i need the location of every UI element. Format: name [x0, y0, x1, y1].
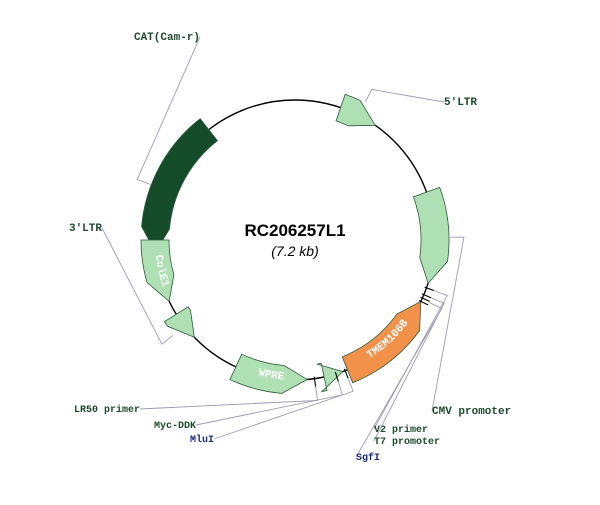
- feature-cat: [142, 119, 218, 253]
- callout-label: CMV promoter: [432, 406, 511, 418]
- plasmid-map: TMEM106BWPREColE1CAT(Cam-r)5'LTR3'LTRLR5…: [0, 0, 600, 505]
- callout-label: T7 promoter: [374, 437, 440, 448]
- callout-label: LR50 primer: [74, 404, 140, 416]
- plasmid-svg: TMEM106BWPREColE1CAT(Cam-r)5'LTR3'LTRLR5…: [0, 0, 600, 505]
- callout-label: CAT(Cam-r): [134, 32, 200, 44]
- leader-line: [365, 89, 444, 102]
- feature-three_ltr: [164, 307, 194, 337]
- callout-label: 3'LTR: [69, 223, 102, 235]
- callout-label: MluI: [190, 434, 214, 446]
- callout-label: Myc-DDK: [154, 421, 196, 432]
- feature-cmv: [413, 187, 449, 283]
- plasmid-size: (7.2 kb): [271, 243, 318, 259]
- feature-five_ltr: [336, 94, 375, 125]
- callout-label: SgfI: [356, 452, 380, 464]
- callout-label: 5'LTR: [444, 97, 477, 109]
- plasmid-name: RC206257L1: [244, 221, 345, 240]
